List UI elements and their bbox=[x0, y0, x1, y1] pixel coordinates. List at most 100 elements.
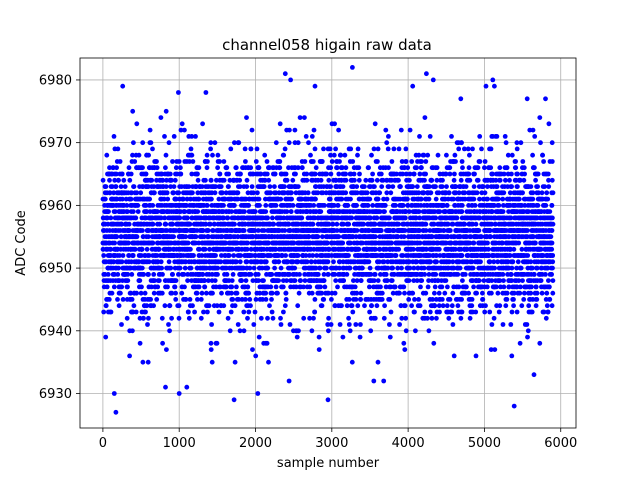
data-point bbox=[144, 303, 150, 309]
data-point bbox=[426, 272, 432, 277]
data-point bbox=[219, 253, 224, 258]
data-point bbox=[456, 284, 462, 290]
data-point bbox=[256, 334, 262, 340]
chart-title: channel058 higain raw data bbox=[222, 36, 432, 54]
data-point bbox=[255, 190, 260, 196]
data-point bbox=[264, 340, 270, 346]
data-point bbox=[252, 209, 258, 215]
data-point bbox=[227, 328, 233, 334]
data-point bbox=[183, 203, 189, 208]
data-point bbox=[465, 146, 471, 152]
data-point bbox=[266, 177, 272, 183]
data-point bbox=[234, 259, 239, 265]
data-point bbox=[411, 171, 417, 177]
data-point bbox=[479, 146, 484, 152]
data-point bbox=[443, 240, 449, 246]
data-point bbox=[313, 265, 319, 271]
data-point bbox=[332, 290, 338, 296]
data-point bbox=[367, 284, 372, 290]
data-point bbox=[234, 290, 240, 296]
data-point bbox=[366, 165, 371, 171]
data-point bbox=[212, 221, 217, 227]
data-point bbox=[372, 315, 378, 321]
data-point bbox=[226, 184, 231, 190]
data-point bbox=[351, 171, 357, 177]
data-point bbox=[326, 221, 332, 227]
data-point bbox=[286, 140, 292, 146]
data-point bbox=[403, 146, 409, 152]
data-point bbox=[106, 297, 112, 302]
data-point bbox=[387, 334, 393, 340]
data-point bbox=[190, 303, 195, 309]
data-point bbox=[312, 297, 318, 302]
data-point bbox=[369, 303, 374, 309]
data-point bbox=[396, 246, 402, 252]
data-point bbox=[445, 284, 450, 290]
data-point bbox=[252, 228, 258, 233]
data-point bbox=[339, 165, 345, 171]
data-point bbox=[241, 328, 247, 334]
data-point bbox=[269, 297, 274, 302]
data-point bbox=[214, 303, 220, 309]
data-point bbox=[346, 253, 351, 258]
data-point bbox=[234, 240, 240, 246]
data-point bbox=[453, 246, 458, 252]
data-point bbox=[169, 315, 175, 321]
data-point bbox=[402, 290, 407, 296]
data-point bbox=[346, 297, 352, 302]
data-point bbox=[349, 303, 355, 309]
data-point bbox=[374, 177, 380, 183]
data-point bbox=[423, 159, 429, 164]
data-point bbox=[389, 278, 395, 283]
data-point bbox=[107, 177, 112, 183]
data-point bbox=[374, 215, 380, 221]
data-point bbox=[253, 297, 259, 302]
data-point bbox=[333, 278, 339, 283]
data-point bbox=[239, 278, 245, 283]
data-point bbox=[172, 177, 178, 183]
data-point bbox=[236, 140, 242, 146]
data-point bbox=[412, 309, 417, 315]
data-point bbox=[129, 190, 135, 196]
data-point bbox=[439, 284, 445, 290]
data-point bbox=[125, 209, 130, 215]
data-point bbox=[282, 303, 288, 309]
data-point bbox=[195, 171, 200, 177]
data-point bbox=[319, 290, 325, 296]
data-point bbox=[228, 146, 234, 152]
data-point bbox=[119, 221, 125, 227]
data-point bbox=[451, 196, 456, 202]
data-point bbox=[126, 240, 131, 246]
data-point bbox=[151, 184, 157, 190]
data-point bbox=[261, 184, 267, 190]
data-point bbox=[118, 290, 123, 296]
data-point bbox=[372, 221, 378, 227]
data-point bbox=[238, 253, 244, 258]
data-point bbox=[281, 215, 287, 221]
data-point bbox=[455, 272, 461, 277]
data-point bbox=[209, 196, 214, 202]
data-point bbox=[284, 177, 290, 183]
data-point bbox=[268, 284, 274, 290]
data-point bbox=[416, 297, 421, 302]
data-point bbox=[188, 196, 193, 202]
data-point bbox=[200, 272, 206, 277]
data-point bbox=[435, 278, 441, 283]
data-point bbox=[140, 165, 145, 171]
data-point bbox=[373, 246, 378, 252]
data-point bbox=[187, 297, 193, 302]
data-point bbox=[367, 265, 373, 271]
data-point bbox=[277, 165, 283, 171]
data-point bbox=[422, 177, 427, 183]
data-point bbox=[379, 290, 385, 296]
data-point bbox=[292, 127, 298, 133]
data-point bbox=[261, 278, 266, 283]
data-point bbox=[106, 209, 111, 215]
data-point bbox=[396, 221, 401, 227]
data-point bbox=[164, 347, 169, 352]
data-point bbox=[177, 215, 183, 221]
data-point bbox=[411, 265, 417, 271]
data-point bbox=[390, 184, 396, 190]
data-point bbox=[170, 159, 175, 164]
data-point bbox=[232, 140, 237, 146]
